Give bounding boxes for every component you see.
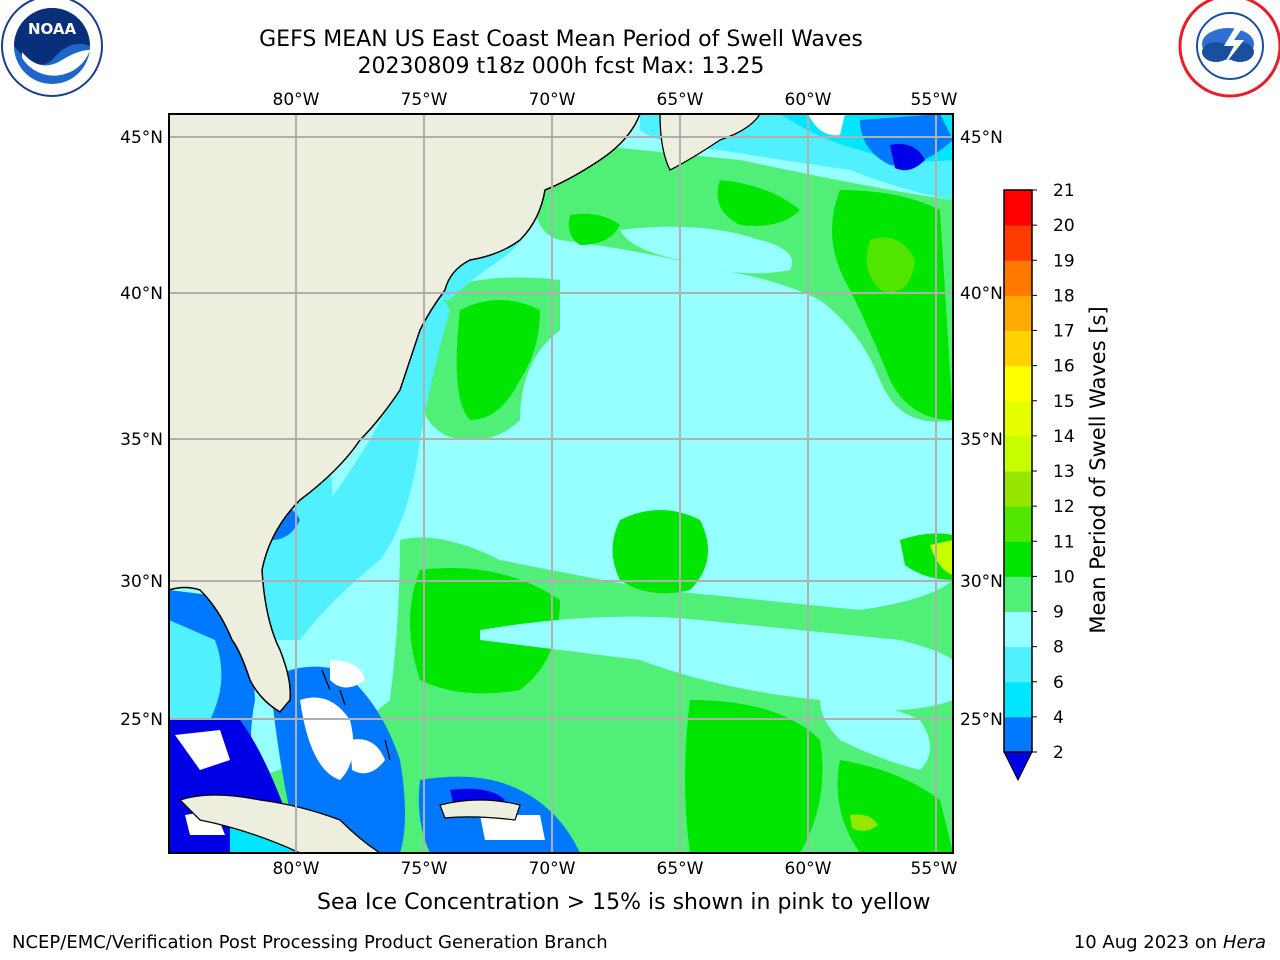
chart-title: GEFS MEAN US East Coast Mean Period of S… [259,27,863,52]
colorbar-tick-label: 19 [1053,251,1075,271]
colorbar-segment [1004,681,1032,718]
colorbar-segment [1004,506,1032,542]
colorbar-tick-label: 13 [1053,462,1075,482]
colorbar-tick-label: 17 [1053,322,1075,342]
colorbar-segment [1004,471,1032,507]
footer-credit: NCEP/EMC/Verification Post Processing Pr… [12,932,608,953]
footer-machine: Hera [1222,932,1266,953]
colorbar: 2 4 6 8 9 10 11 12 13 14 15 16 17 18 19 20 21 [1003,181,1075,782]
footer-date-text: 10 Aug 2023 on [1073,932,1218,953]
colorbar-title: Mean Period of Swell Waves [s] [1086,306,1110,633]
swell-period-field [169,114,953,853]
lon-label: 55°W [911,90,958,110]
colorbar-tick-label: 8 [1053,638,1064,658]
lat-label: 30°N [960,572,1003,592]
colorbar-tick-label: 16 [1053,357,1075,377]
colorbar-segment [1004,365,1032,402]
noaa-logo-text: NOAA [28,20,77,38]
lat-label: 25°N [960,710,1003,730]
colorbar-segment [1004,330,1032,367]
colorbar-tick-label: 10 [1053,567,1075,587]
sea-ice-note: Sea Ice Concentration > 15% is shown in … [317,890,931,915]
lon-label: 80°W [273,90,320,110]
colorbar-segment [1004,716,1032,753]
colorbar-tick-label: 9 [1053,603,1064,623]
colorbar-extend-arrow [1003,751,1033,782]
colorbar-tick-label: 4 [1053,708,1064,728]
colorbar-segment [1004,225,1032,261]
colorbar-tick-label: 2 [1053,743,1064,763]
lon-label: 60°W [785,90,832,110]
colorbar-segment [1004,646,1032,683]
colorbar-tick-label: 6 [1053,673,1064,693]
lon-label: 65°W [657,859,704,879]
colorbar-tick-label: 18 [1053,286,1075,306]
lon-label: 70°W [529,859,576,879]
colorbar-segment [1004,295,1032,331]
colorbar-segment [1004,190,1032,226]
lon-label: 75°W [401,90,448,110]
colorbar-segment [1004,435,1032,472]
lon-label: 80°W [273,859,320,879]
lon-labels-top: 80°W 75°W 70°W 65°W 60°W 55°W [273,90,958,110]
lat-label: 35°N [120,430,163,450]
lon-labels-bottom: 80°W 75°W 70°W 65°W 60°W 55°W [273,859,958,879]
lon-label: 60°W [785,859,832,879]
nws-logo [1178,0,1280,98]
lat-label: 25°N [120,710,163,730]
map-frame [168,113,954,854]
colorbar-tick-label: 15 [1053,392,1075,412]
colorbar-segment [1004,576,1032,612]
chart-subtitle: 20230809 t18z 000h fcst Max: 13.25 [357,54,765,79]
colorbar-tick-label: 21 [1053,181,1075,201]
lat-label: 30°N [120,572,163,592]
lon-label: 70°W [529,90,576,110]
lon-label: 65°W [657,90,704,110]
footer-date: 10 Aug 2023 on Hera [1074,932,1266,953]
colorbar-segment [1004,260,1032,296]
colorbar-segment [1004,400,1032,437]
lat-label: 35°N [960,430,1003,450]
lat-label: 40°N [120,284,163,304]
lon-label: 55°W [911,859,958,879]
colorbar-tick-label: 11 [1053,532,1075,552]
lon-label: 75°W [401,859,448,879]
map-graticule [169,114,953,853]
lat-label: 40°N [960,284,1003,304]
lat-labels-right: 45°N 40°N 35°N 30°N 25°N [960,128,1003,730]
lat-labels-left: 45°N 40°N 35°N 30°N 25°N [120,128,163,730]
colorbar-tick-label: 20 [1053,216,1075,236]
lat-label: 45°N [120,128,163,148]
colorbar-tick-label: 14 [1053,427,1075,447]
noaa-logo: NOAA [1,0,103,97]
colorbar-segment [1004,541,1032,577]
colorbar-segment [1004,611,1032,648]
lat-label: 45°N [960,128,1003,148]
land-area [169,114,761,853]
colorbar-tick-label: 12 [1053,497,1075,517]
